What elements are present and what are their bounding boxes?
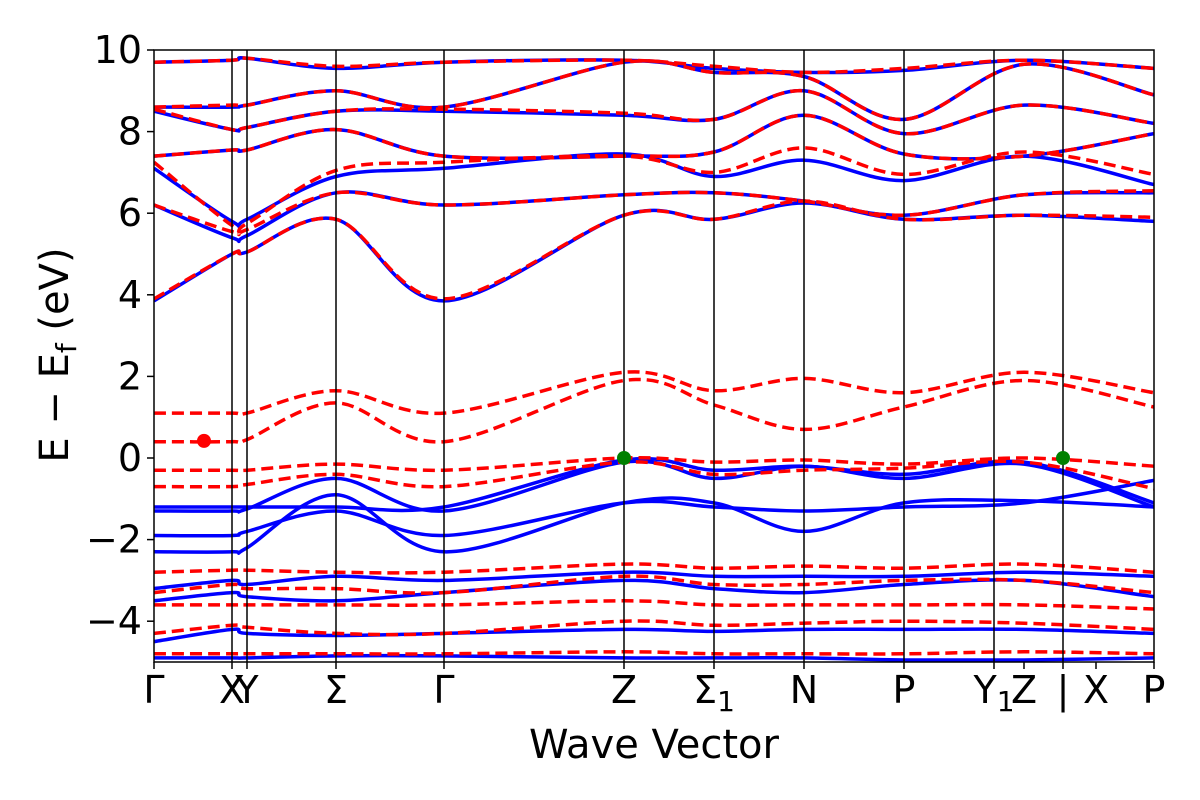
- x-tick-label: X: [1083, 668, 1109, 712]
- markers-layer: [197, 433, 1070, 465]
- y-tick-label: 8: [118, 110, 142, 154]
- series-solid: [154, 56, 1154, 662]
- y-tick-label: 4: [118, 273, 142, 317]
- plot-frame: [153, 49, 1155, 663]
- x-tick-label: X: [219, 668, 245, 712]
- y-tick-label: 2: [118, 354, 142, 398]
- point-marker: [617, 451, 631, 465]
- y-tick-label: 10: [94, 28, 142, 72]
- y-tick-label: 6: [118, 191, 142, 235]
- point-marker: [1056, 451, 1070, 465]
- band-line: [154, 377, 1154, 445]
- band-line: [154, 189, 1154, 237]
- y-axis-label-sub: f: [50, 342, 83, 353]
- x-tick-label: Γ: [433, 668, 454, 712]
- y-axis-label: E − Ef (eV): [32, 247, 83, 462]
- kpoint-lines: [231, 50, 1064, 662]
- y-axis-label-main: E − E: [32, 353, 78, 463]
- point-marker: [197, 433, 211, 448]
- series-dashed: [154, 56, 1154, 656]
- y-axis: −4 −2 0 2 4 6 8 10: [86, 28, 154, 643]
- band-line: [154, 199, 1154, 301]
- x-tick-label: N: [790, 668, 818, 712]
- y-tick-label: 0: [118, 436, 142, 480]
- y-tick-label: −4: [86, 599, 142, 643]
- x-tick-label: P: [893, 668, 916, 712]
- x-tick-label: |: [1057, 668, 1070, 713]
- band-line: [154, 370, 1154, 417]
- bands-layer: [154, 56, 1154, 662]
- x-axis: Γ XY Σ Γ Z Σ1 N P Y1Z | X P: [143, 662, 1165, 718]
- band-line: [154, 59, 1154, 122]
- band-line: [154, 578, 1154, 603]
- y-axis-label-unit: (eV): [32, 247, 78, 343]
- x-tick-label: Σ: [324, 668, 348, 712]
- band-line: [154, 650, 1154, 656]
- y-tick-label: −2: [86, 518, 142, 562]
- x-tick-label: Σ1: [693, 668, 735, 718]
- x-tick-label: P: [1143, 668, 1166, 712]
- band-line: [154, 89, 1154, 136]
- band-line: [154, 89, 1154, 136]
- x-axis-label: Wave Vector: [529, 722, 780, 768]
- band-line: [154, 653, 1154, 662]
- x-tick-label: Y1: [972, 668, 1014, 718]
- x-tick-label: Y: [234, 668, 259, 712]
- x-tick-label: Z: [1011, 668, 1037, 712]
- band-line: [154, 201, 1154, 303]
- x-tick-label: Γ: [143, 668, 164, 712]
- x-tick-label: Z: [611, 668, 637, 712]
